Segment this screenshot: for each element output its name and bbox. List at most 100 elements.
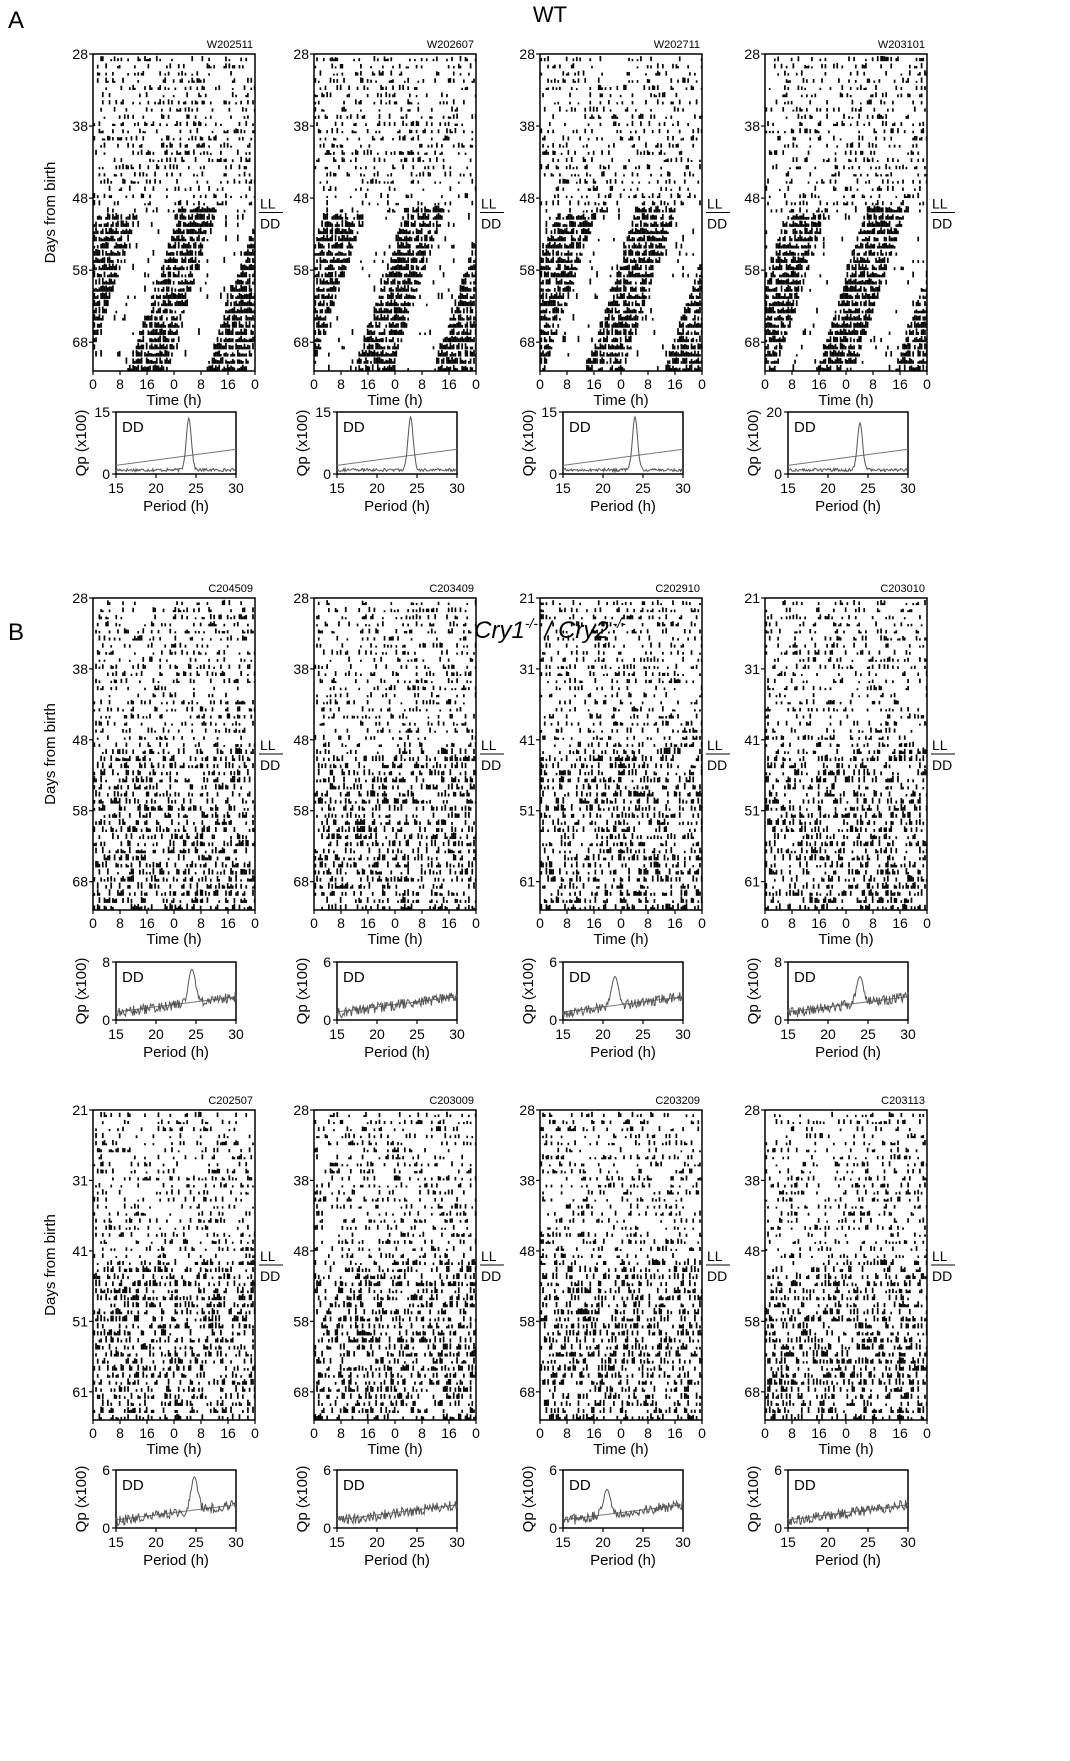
activity-bar xyxy=(660,243,662,249)
activity-bar xyxy=(414,59,416,62)
activity-bar xyxy=(100,107,102,112)
activity-bar xyxy=(785,221,788,227)
activity-bar xyxy=(922,127,925,134)
activity-bar xyxy=(635,328,637,335)
activity-bar xyxy=(137,79,140,83)
activity-bar xyxy=(349,114,352,119)
activity-bar xyxy=(334,294,337,299)
activity-bar xyxy=(574,150,576,155)
activity-bar xyxy=(107,274,109,278)
activity-bar xyxy=(150,314,153,321)
activity-bar xyxy=(390,151,393,155)
activity-bar xyxy=(863,87,866,91)
activity-bar xyxy=(228,314,231,321)
activity-bar xyxy=(166,317,168,321)
activity-bar xyxy=(147,366,150,371)
activity-bar xyxy=(597,77,600,83)
activity-bar xyxy=(890,128,893,134)
activity-bar xyxy=(439,343,442,350)
activity-bar xyxy=(245,293,248,299)
activity-bar xyxy=(250,252,253,256)
activity-bar xyxy=(602,328,605,335)
activity-bar xyxy=(98,215,101,220)
activity-bar xyxy=(572,130,575,134)
activity-bar xyxy=(636,173,639,177)
activity-bar xyxy=(695,288,698,292)
activity-bar xyxy=(870,207,872,213)
activity-bar xyxy=(149,315,151,321)
activity-bar xyxy=(865,236,867,242)
activity-bar xyxy=(231,308,234,314)
activity-bar xyxy=(550,329,553,335)
activity-bar xyxy=(570,281,573,285)
activity-bar xyxy=(631,286,634,292)
activity-bar xyxy=(169,309,172,314)
activity-bar xyxy=(673,106,676,112)
activity-bar xyxy=(868,121,871,127)
activity-bar xyxy=(806,238,808,242)
activity-bar xyxy=(382,302,384,307)
activity-bar xyxy=(564,331,566,335)
activity-bar xyxy=(162,330,165,335)
activity-bar xyxy=(628,57,630,62)
activity-bar xyxy=(575,256,578,263)
activity-bar xyxy=(473,260,475,263)
activity-bar xyxy=(662,63,664,69)
activity-bar xyxy=(695,368,698,371)
activity-bar xyxy=(142,344,145,350)
activity-bar xyxy=(395,101,398,105)
activity-bar xyxy=(650,114,652,119)
activity-bar xyxy=(592,352,595,357)
activity-bar xyxy=(565,195,568,199)
activity-bar xyxy=(865,63,867,69)
activity-bar xyxy=(326,288,328,292)
activity-bar xyxy=(371,344,374,350)
activity-bar xyxy=(403,252,406,256)
activity-bar xyxy=(919,137,921,141)
activity-bar xyxy=(398,288,401,292)
activity-bar xyxy=(873,205,876,213)
activity-bar xyxy=(602,209,605,213)
activity-bar xyxy=(631,296,634,299)
activity-bar xyxy=(471,323,474,328)
activity-bar xyxy=(242,286,244,292)
activity-bar xyxy=(645,260,647,263)
activity-bar xyxy=(587,201,590,206)
activity-bar xyxy=(344,266,347,271)
activity-bar xyxy=(328,238,330,242)
activity-bar xyxy=(424,250,426,256)
activity-bar xyxy=(653,94,656,98)
activity-bar xyxy=(103,286,106,292)
activity-bar xyxy=(434,78,436,83)
activity-bar xyxy=(677,345,679,350)
activity-bar xyxy=(557,101,560,105)
activity-bar xyxy=(881,213,884,220)
activity-bar xyxy=(220,353,222,357)
activity-bar xyxy=(540,357,543,364)
activity-bar xyxy=(425,257,428,263)
activity-bar xyxy=(463,360,465,364)
activity-bar xyxy=(555,273,558,278)
activity-bar xyxy=(134,181,136,184)
activity-bar xyxy=(247,344,249,350)
activity-bar xyxy=(368,274,371,278)
activity-bar xyxy=(643,250,646,256)
activity-bar xyxy=(608,99,610,105)
activity-bar xyxy=(619,336,622,343)
activity-bar xyxy=(390,292,393,299)
activity-bar xyxy=(662,101,664,105)
activity-bar xyxy=(98,249,101,256)
activity-bar xyxy=(616,116,619,119)
activity-bar xyxy=(368,336,371,343)
activity-bar xyxy=(333,58,335,62)
activity-bar xyxy=(427,243,430,249)
activity-bar xyxy=(819,87,822,91)
activity-bar xyxy=(157,308,160,314)
activity-bar xyxy=(875,237,877,242)
activity-bar xyxy=(117,238,119,242)
activity-bar xyxy=(427,213,430,220)
activity-bar xyxy=(629,346,632,350)
period-tick-label: 25 xyxy=(409,480,425,496)
activity-bar xyxy=(447,221,450,227)
activity-bar xyxy=(194,136,197,141)
